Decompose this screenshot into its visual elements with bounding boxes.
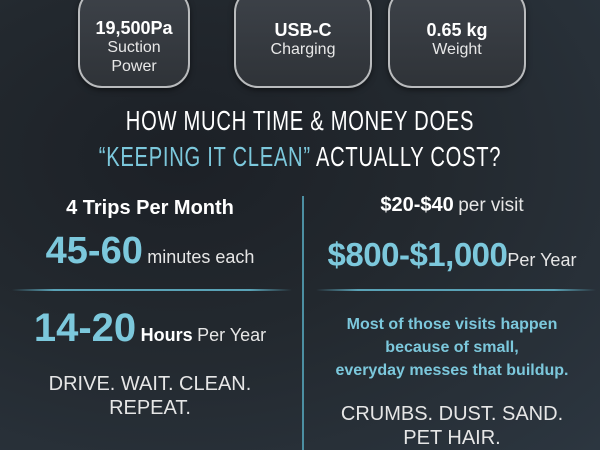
cost-per-visit: $20-$40 per visit — [304, 194, 600, 217]
hours-label: Per Year — [197, 325, 267, 345]
note-line: because of small, — [385, 339, 519, 356]
note-line: Most of those visits happen — [346, 316, 558, 333]
spec-card-suction: 19,500Pa Suction Power — [78, 0, 190, 88]
headline-accent: “KEEPING IT CLEAN” — [98, 141, 311, 172]
right-divider — [316, 289, 596, 291]
spec-label: Power — [111, 58, 157, 75]
spec-value: USB-C — [274, 20, 332, 40]
left-tagline: DRIVE. WAIT. CLEAN. REPEAT. — [0, 372, 300, 420]
year-label: Per Year — [507, 250, 577, 270]
tagline-line: DRIVE. WAIT. CLEAN. — [48, 373, 252, 395]
trips-per-month: 4 Trips Per Month — [66, 197, 234, 219]
tagline-line: PET HAIR. — [403, 427, 501, 449]
spec-label: Charging — [270, 41, 336, 58]
hours-per-year: 14-20 Hours Per Year — [0, 306, 300, 351]
spec-value: 0.65 kg — [426, 20, 488, 40]
hours-value: 14-20 — [33, 306, 137, 350]
spec-card-weight: 0.65 kg Weight — [388, 0, 526, 88]
left-divider — [12, 289, 292, 291]
headline-line1: HOW MUCH TIME & MONEY DOES — [125, 105, 475, 136]
visit-label: per visit — [458, 195, 524, 216]
tagline-line: CRUMBS. DUST. SAND. — [340, 403, 564, 425]
note-line: everyday messes that buildup. — [335, 362, 569, 379]
tagline-line: REPEAT. — [109, 397, 191, 419]
year-value: $800-$1,000 — [327, 236, 508, 273]
visits-note: Most of those visits happen because of s… — [304, 313, 600, 382]
spec-value: 19,500Pa — [95, 18, 173, 38]
minutes-each: 45-60 minutes each — [0, 230, 300, 273]
headline-line2: “KEEPING IT CLEAN” ACTUALLY COST? — [84, 139, 516, 174]
visit-value: $20-$40 — [380, 194, 454, 216]
minutes-label: minutes each — [147, 247, 255, 267]
cost-per-year: $800-$1,000Per Year — [304, 236, 600, 274]
spec-label: Weight — [432, 41, 482, 58]
hours-bold: Hours — [140, 325, 193, 345]
spec-card-charging: USB-C Charging — [234, 0, 372, 88]
minutes-value: 45-60 — [45, 230, 143, 272]
spec-label: Suction — [107, 39, 161, 56]
column-divider — [302, 196, 304, 450]
headline-rest: ACTUALLY COST? — [310, 141, 502, 172]
right-tagline: CRUMBS. DUST. SAND. PET HAIR. — [304, 402, 600, 450]
